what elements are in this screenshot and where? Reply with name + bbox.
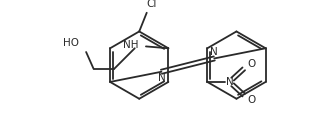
Text: NH: NH: [123, 40, 138, 50]
Text: O: O: [247, 95, 255, 105]
Text: O: O: [247, 59, 255, 69]
Text: HO: HO: [62, 38, 78, 48]
Text: Cl: Cl: [146, 0, 157, 9]
Text: N: N: [226, 77, 234, 87]
Text: N: N: [158, 73, 165, 83]
Text: N: N: [210, 47, 218, 57]
